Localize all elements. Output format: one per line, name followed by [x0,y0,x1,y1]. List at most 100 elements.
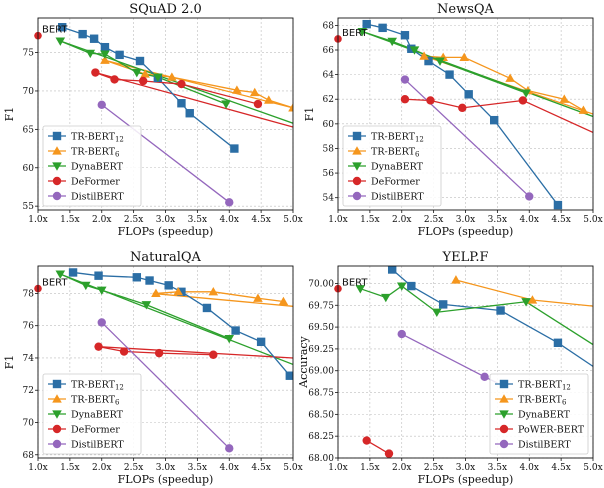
data-point [459,52,470,61]
series-line [404,98,523,109]
bert-label: BERT [42,278,68,289]
data-point [263,95,274,104]
data-point [119,347,129,356]
chart-title: SQuAD 2.0 [129,2,202,17]
legend-label-subscript: 6 [562,399,567,407]
plot-area [55,268,293,453]
data-point [445,70,454,79]
data-point [135,56,145,66]
trend-line [362,30,593,118]
data-point [100,50,110,59]
legend-label: DeFormer [371,177,420,188]
legend-marker [52,439,62,449]
x-tick-label: 2.5x [124,215,143,225]
y-tick-label: 65 [23,125,35,135]
legend-label-main: TR-BERT [71,380,116,391]
x-tick-label: 4.5x [251,463,270,473]
legend-entry: DynaBERT [495,410,571,421]
chart-2: NewsQA 1.0x 1.5x 2.0x 2.5x 3.0x 3.5x 4.0x 4.5x 5.… [303,2,603,238]
x-tick-label: 2.0x [392,215,411,225]
legend-marker [52,146,62,155]
x-tick-label: 4.0x [520,215,539,225]
x-tick-label: 3.0x [156,215,175,225]
data-point [164,281,173,290]
x-axis-label: FLOPs (speedup) [118,473,214,486]
y-tick-label: 70 [23,419,35,429]
data-point [221,100,231,109]
legend-marker [352,176,362,186]
y-tick-label: 74 [23,354,35,364]
data-point [81,281,91,291]
y-tick-label: 64 [323,71,335,81]
data-point [132,68,142,78]
legend-entry: DistilBERT [348,192,424,203]
y-axis-label: F1 [3,107,16,122]
data-point [140,69,150,78]
y-tick-label: 56 [323,169,335,179]
chart-title: NewsQA [437,2,495,17]
data-point [91,68,100,77]
legend-label: TR-BERT6 [371,147,420,159]
legend-entry: TR-BERT12 [48,380,124,392]
data-point [362,436,371,445]
legend-entry: DynaBERT [48,162,124,173]
legend-label-main: TR-BERT [518,380,563,391]
legend-marker [52,394,62,403]
x-tick-label: 5.0x [583,215,602,225]
legend-label-main: DeFormer [71,177,120,188]
data-point [177,287,186,297]
legend-marker [499,439,509,449]
series-line [60,40,227,105]
data-point [100,42,110,52]
legend-label: DynaBERT [518,410,571,421]
bert-label: BERT [342,278,368,289]
data-point [253,99,263,109]
y-tick-label: 76 [23,322,35,332]
x-tick-label: 3.0x [456,463,475,473]
data-point [225,198,234,207]
data-point [480,372,489,382]
series-line [404,79,530,197]
data-point [85,49,96,59]
y-tick-label: 70 [23,87,35,97]
legend-label-main: PoWER-BERT [518,425,585,436]
legend-label-main: DistilBERT [371,192,424,203]
data-point [225,444,234,453]
x-tick-label: 2.5x [424,463,443,473]
legend-label: DynaBERT [371,162,424,173]
legend-label: DistilBERT [371,192,424,203]
data-point [384,449,394,458]
data-point [89,34,99,43]
x-axis-label: FLOPs (speedup) [118,225,214,238]
data-point [355,285,366,294]
legend-label-main: TR-BERT [518,395,563,406]
legend: TR-BERT12 TR-BERT6 DynaBERT DeFormer DistilB… [342,125,442,207]
x-tick-label: 1.5x [60,215,79,225]
trend-line [532,299,593,307]
x-tick-label: 3.5x [188,215,207,225]
trend-line [557,342,593,367]
data-point [400,31,410,40]
legend-marker [352,131,362,141]
data-point [154,348,164,358]
data-point [464,90,473,99]
x-tick-label: 2.0x [92,463,111,473]
plot-frame [37,17,294,211]
legend-marker [499,424,509,434]
legend-entry: TR-BERT12 [348,132,424,144]
legend-label: TR-BERT12 [71,132,124,144]
data-point [424,56,433,66]
y-tick-label: 55 [23,202,35,212]
series-line [101,104,230,203]
data-point [278,296,289,306]
y-tick-label: 66 [323,46,335,56]
y-tick-label: 69.25 [308,345,334,355]
legend-entry: DistilBERT [495,440,571,451]
y-tick-label: 69.00 [308,367,334,377]
data-point [521,298,531,307]
data-point [55,270,66,279]
legend-entry: TR-BERT6 [48,146,120,159]
data-point [397,329,406,339]
series-line [95,71,259,105]
data-point [177,79,186,89]
